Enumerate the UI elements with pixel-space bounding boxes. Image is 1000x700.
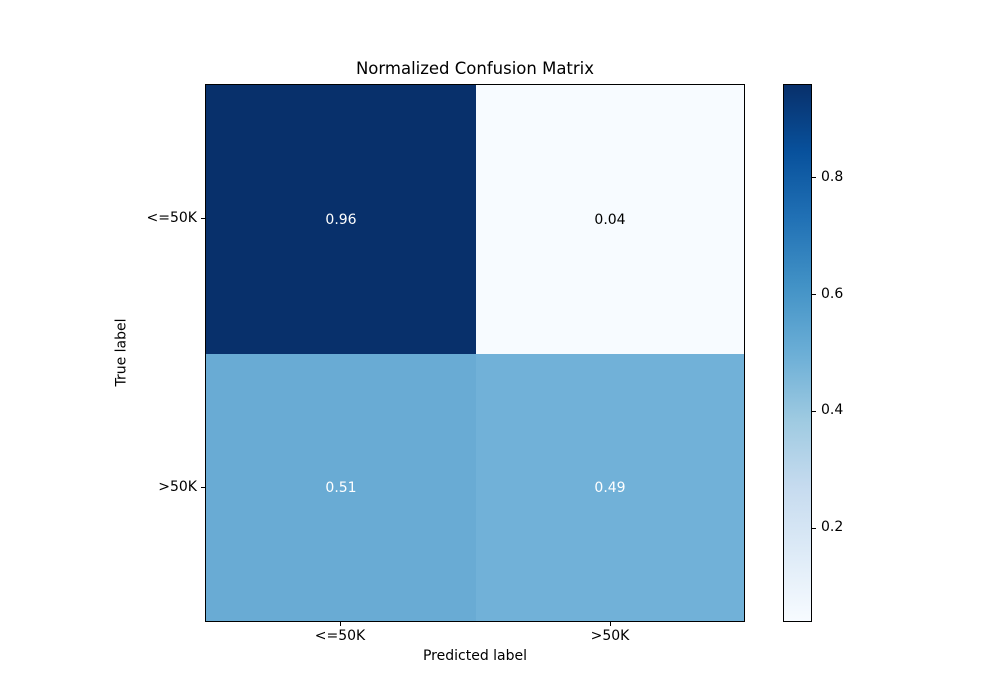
x-tick-mark [610, 622, 611, 626]
y-tick-label: >50K [158, 479, 197, 495]
x-tick-mark [340, 622, 341, 626]
y-tick-label: <=50K [146, 210, 197, 226]
colorbar-tick-mark [812, 527, 816, 529]
y-tick-mark [201, 218, 205, 219]
y-tick-mark [201, 487, 205, 488]
colorbar-ticks: 0.2 0.4 0.6 0.8 [812, 84, 872, 622]
heatmap-cell-true-le50k-pred-gt50k: 0.04 [476, 85, 744, 354]
y-axis-label-text: True label [113, 318, 130, 387]
heatmap-cell-true-gt50k-pred-gt50k: 0.49 [476, 354, 744, 621]
x-axis-label: Predicted label [422, 648, 528, 664]
colorbar-tick-label: 0.2 [821, 519, 844, 536]
colorbar-gradient [783, 84, 812, 622]
colorbar-tick-label: 0.6 [821, 285, 844, 302]
colorbar-tick-mark [812, 410, 816, 412]
heatmap-cell-true-gt50k-pred-le50k: 0.51 [206, 354, 476, 621]
x-tick-label: <=50K [314, 628, 366, 644]
heatmap-plot-area: 0.96 0.04 0.51 0.49 [205, 84, 745, 622]
colorbar-tick-label: 0.4 [821, 402, 844, 419]
heatmap-cell-true-le50k-pred-le50k: 0.96 [206, 85, 476, 354]
colorbar-tick-mark [812, 177, 816, 179]
colorbar-tick-label: 0.8 [821, 168, 844, 185]
chart-title: Normalized Confusion Matrix [355, 59, 595, 78]
colorbar-tick-mark [812, 294, 816, 296]
x-tick-label: >50K [590, 628, 630, 644]
